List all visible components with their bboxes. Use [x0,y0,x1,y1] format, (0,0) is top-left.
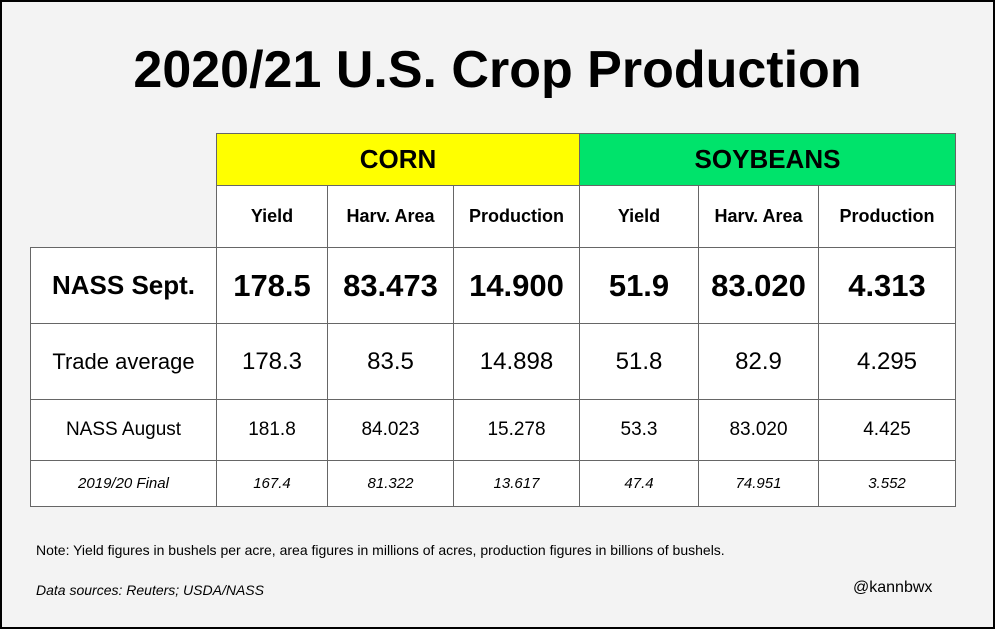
table-cell: 83.020 [698,247,819,324]
table-cell: 47.4 [579,460,699,507]
title: 2020/21 U.S. Crop Production [133,41,862,99]
table-cell: 51.9 [579,247,699,324]
source: Data sources: Reuters; USDA/NASS [36,582,264,598]
row-label: Trade average [30,323,217,400]
table-cell: 4.295 [818,323,956,400]
note: Note: Yield figures in bushels per acre,… [36,542,725,558]
table-cell: 74.951 [698,460,819,507]
table-cell: 4.425 [818,399,956,461]
handle: @kannbwx [853,579,933,596]
column-header: Production [453,185,580,248]
table-cell: 13.617 [453,460,580,507]
table-cell: 181.8 [216,399,328,461]
table-cell: 167.4 [216,460,328,507]
table-cell: 84.023 [327,399,454,461]
column-header: Yield [579,185,699,248]
table-cell: 53.3 [579,399,699,461]
group-header: CORN [216,133,580,186]
row-label: 2019/20 Final [30,460,217,507]
table-cell: 83.020 [698,399,819,461]
column-header: Yield [216,185,328,248]
table-cell: 14.900 [453,247,580,324]
group-header: SOYBEANS [579,133,956,186]
table-cell: 81.322 [327,460,454,507]
table-cell: 15.278 [453,399,580,461]
table-cell: 51.8 [579,323,699,400]
table-cell: 14.898 [453,323,580,400]
table-cell: 3.552 [818,460,956,507]
table-cell: 83.5 [327,323,454,400]
column-header: Production [818,185,956,248]
column-header: Harv. Area [698,185,819,248]
table-cell: 82.9 [698,323,819,400]
row-label: NASS Sept. [30,247,217,324]
column-header: Harv. Area [327,185,454,248]
table-cell: 178.3 [216,323,328,400]
row-label: NASS August [30,399,217,461]
table-cell: 83.473 [327,247,454,324]
table-cell: 4.313 [818,247,956,324]
table-cell: 178.5 [216,247,328,324]
